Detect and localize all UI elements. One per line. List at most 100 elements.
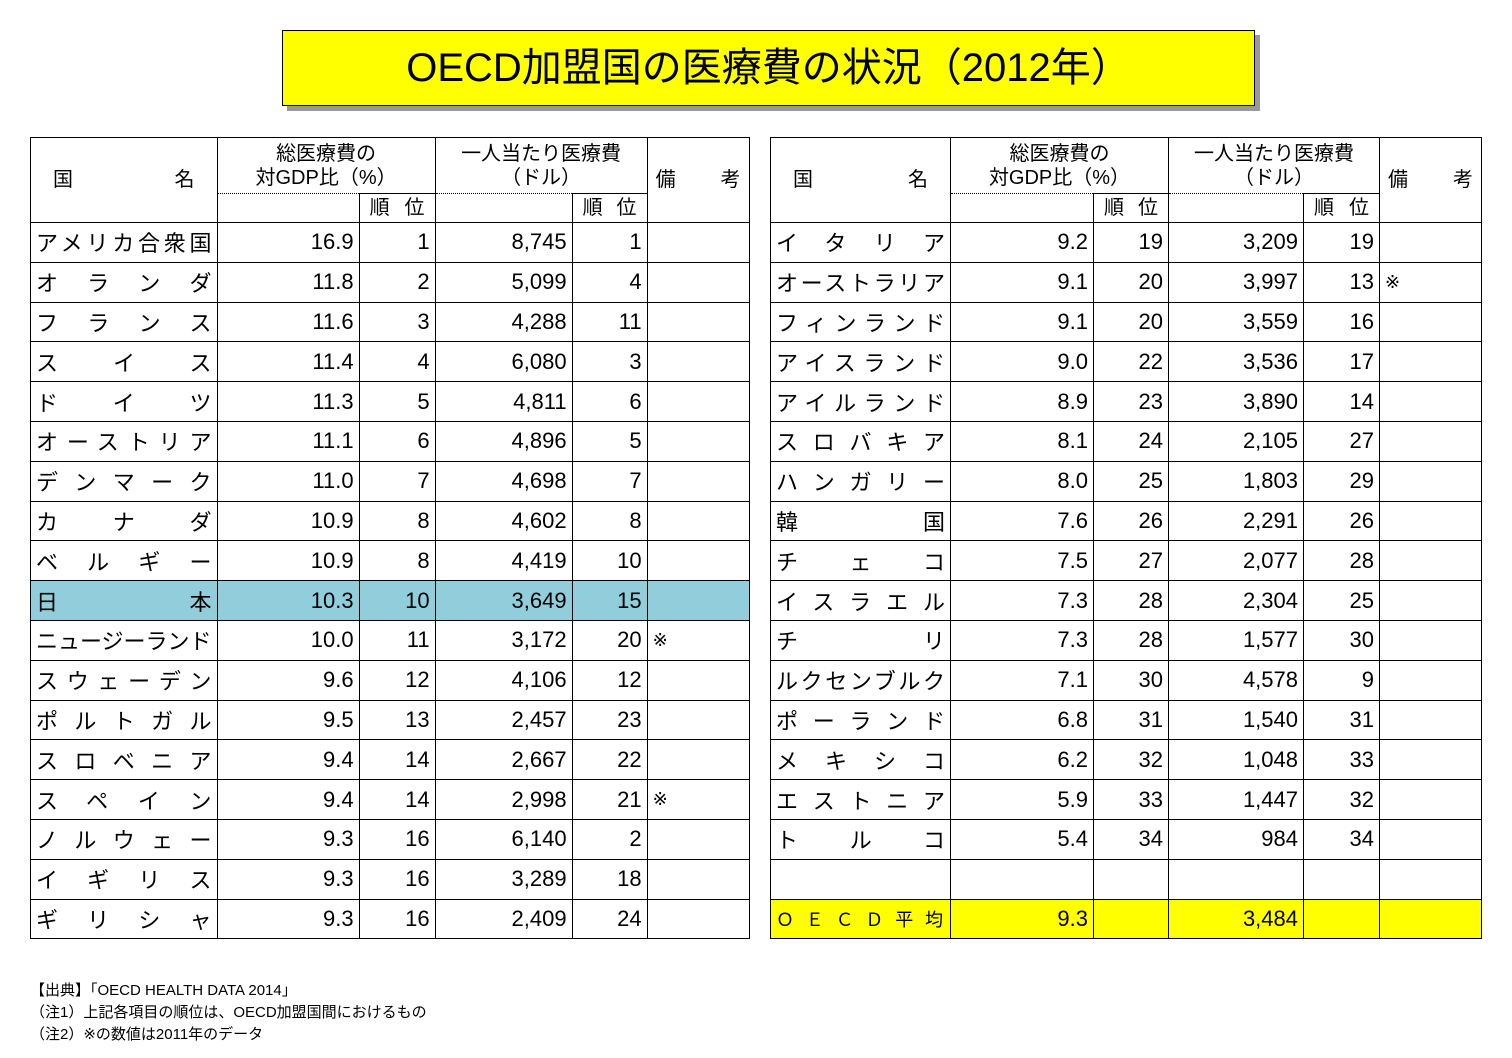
gdp-rank-cell: 8 [358,540,436,582]
note-cell [646,659,750,701]
average-gdp: 9.3 [950,898,1094,940]
per-capita-cell: 1,540 [1168,699,1304,741]
country-name: アメリカ合衆国 [36,231,212,257]
gdp-rank-cell: 30 [1093,659,1169,701]
data-row: アイスランド 9.0 22 3,536 17 [770,341,1482,383]
header-line: （ドル） [501,166,582,189]
per-capita-cell: 3,289 [434,858,573,900]
gdp-rank-cell: 1 [358,222,436,263]
average-name-cell: ＯＥＣＤ平均 [770,898,951,940]
per-capita_rank-cell: 14 [1303,381,1380,422]
empty-cell [1168,858,1304,900]
country-cell: ギリシャ [30,898,218,940]
header-cell [434,193,573,223]
per-capita-cell: 3,559 [1168,301,1304,343]
header-line: 一人当たり医療費 [1194,142,1354,165]
gdp-rank-cell: 19 [1093,222,1169,263]
data-row: ルクセンブルク 7.1 30 4,578 9 [770,659,1482,701]
country-name: イタリア [776,231,945,257]
gdp-rank-cell: 13 [358,699,436,741]
country-name: ポーランド [776,708,945,734]
gdp-rank-cell: 32 [1093,739,1169,781]
header-row: 順位 順位 [771,193,1482,223]
per-capita_rank-cell: 25 [1303,580,1380,621]
data-row: デンマーク 11.0 7 4,698 7 [30,460,750,502]
gdp-rank-cell: 2 [358,261,436,303]
per-capita-cell: 1,447 [1168,779,1304,820]
country-cell: トルコ [770,818,951,860]
country-name: メキシコ [776,748,945,774]
header-row: 国名 総医療費の 対GDP比（%） 一人当たり医療費 （ドル） 備考 [770,137,1482,223]
per-capita-cell: 3,649 [434,580,573,621]
header-cell: 順位 [358,193,436,223]
gdp-cell: 16.9 [216,222,360,263]
header-line: 対GDP比（%） [988,166,1131,189]
gdp-rank-cell: 14 [358,739,436,781]
header-cell [216,193,360,223]
per-capita_rank-cell: 5 [571,420,648,462]
gdp-rank-cell: 4 [358,341,436,383]
per-capita_rank-cell: 32 [1303,779,1380,820]
per-capita-cell: 2,105 [1168,420,1304,462]
country-cell: オランダ [30,261,218,303]
note-cell [1379,540,1482,582]
header-cell: 総医療費の 対GDP比（%） [216,137,436,194]
country-cell: スペイン [30,779,218,820]
country-cell: デンマーク [30,460,218,502]
data-row: 日本 10.3 10 3,649 15 [30,580,750,621]
note-cell [1379,739,1482,781]
country-name: ドイツ [36,390,212,416]
data-row: オランダ 11.8 2 5,099 4 [30,261,750,303]
data-row: メキシコ 6.2 32 1,048 33 [770,739,1482,781]
per-capita-cell: 2,304 [1168,580,1304,621]
note-cell [646,301,750,343]
data-row: イギリス 9.3 16 3,289 18 [30,858,750,900]
per-capita_rank-cell: 7 [571,460,648,502]
empty-cell [1379,898,1482,940]
per-capita-cell: 5,099 [434,261,573,303]
country-cell: スウェーデン [30,659,218,701]
gdp-cell: 7.6 [950,500,1094,542]
per-capita_rank-cell: 23 [571,699,648,741]
country-cell: ハンガリー [770,460,951,502]
country-cell: エストニア [770,779,951,820]
header-cell [1168,193,1304,223]
note-cell [646,222,750,263]
gdp-cell: 10.3 [216,580,360,621]
gdp-rank-cell: 34 [1093,818,1169,860]
country-cell: チェコ [770,540,951,582]
country-cell: オーストリア [30,420,218,462]
gdp-cell: 9.3 [216,898,360,940]
per-capita-cell: 3,209 [1168,222,1304,263]
country-name: チェコ [776,549,945,575]
per-capita-cell: 4,578 [1168,659,1304,701]
country-cell: 日本 [30,580,218,621]
data-row: スイス 11.4 4 6,080 3 [30,341,750,383]
country-name: ポルトガル [36,708,212,734]
country-cell: ベルギー [30,540,218,582]
country-cell: スイス [30,341,218,383]
header-cell: 備考 [646,137,750,223]
gdp-rank-cell: 16 [358,818,436,860]
per-capita-cell: 2,667 [434,739,573,781]
gdp-cell: 10.9 [216,540,360,582]
per-capita-cell: 6,140 [434,818,573,860]
header-rank: 順位 [582,197,637,219]
per-capita-cell: 6,080 [434,341,573,383]
per-capita_rank-cell: 34 [1303,818,1380,860]
gdp-cell: 5.9 [950,779,1094,820]
gdp-cell: 5.4 [950,818,1094,860]
per-capita-cell: 1,577 [1168,619,1304,661]
data-row: カナダ 10.9 8 4,602 8 [30,500,750,542]
per-capita_rank-cell: 17 [1303,341,1380,383]
note-cell [646,540,750,582]
country-name: スロベニア [36,748,212,774]
gdp-cell: 11.3 [216,381,360,422]
note-cell [1379,580,1482,621]
note-line: （注1）上記各項目の順位は、OECD加盟国間におけるもの [30,1004,427,1021]
gdp-rank-cell: 8 [358,500,436,542]
data-row: ノルウェー 9.3 16 6,140 2 [30,818,750,860]
note-cell [1379,301,1482,343]
gdp-cell: 9.2 [950,222,1094,263]
